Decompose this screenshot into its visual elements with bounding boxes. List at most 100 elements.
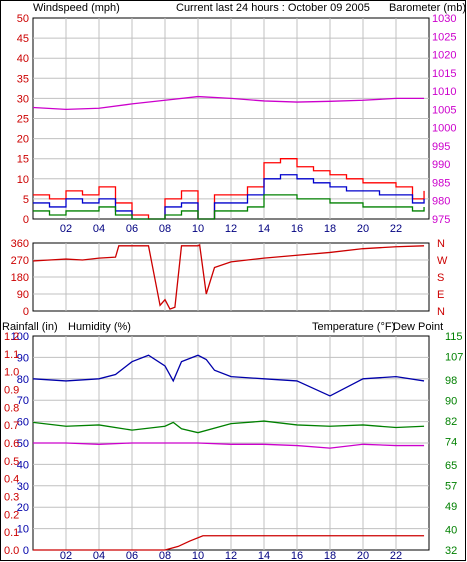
wind-y-tick-label: 40 — [17, 53, 29, 65]
rainfall-y-tick-label: 1.1 — [4, 349, 19, 361]
humidity-line — [32, 354, 425, 397]
direction-compass-label: W — [437, 255, 448, 267]
barometer-y-tick-label: 975 — [432, 214, 450, 226]
wind-y-tick-label: 35 — [17, 73, 29, 85]
barometer-y-tick-label: 980 — [432, 196, 450, 208]
rainfall-y-tick-label: 0.6 — [4, 438, 19, 450]
rainfall-y-tick-label: 0.3 — [4, 492, 19, 504]
temperature-axis-title: Temperature (°F) — [312, 321, 395, 333]
direction-y-tick-label: 180 — [11, 272, 29, 284]
wind-x-tick-label: 02 — [60, 223, 72, 235]
humidity-x-tick-label: 04 — [93, 550, 105, 562]
humidity-x-tick-label: 18 — [324, 550, 336, 562]
wind-y-tick-label: 25 — [17, 114, 29, 126]
rainfall-y-tick-label: 0.8 — [4, 402, 19, 414]
temperature-y-tick-label: 32 — [445, 545, 457, 557]
humidity-y-tick-label: 70 — [17, 395, 29, 407]
wind-y-tick-label: 30 — [17, 93, 29, 105]
rainfall-y-tick-label: 1.0 — [4, 367, 19, 379]
humidity-axis-title: Humidity (%) — [68, 321, 131, 333]
rainfall-y-tick-label: 0.0 — [4, 545, 19, 557]
wind-y-tick-label: 15 — [17, 154, 29, 166]
rainfall-y-tick-label: 0.5 — [4, 456, 19, 468]
direction-y-tick-label: 0 — [23, 306, 29, 318]
humidity-y-tick-label: 30 — [17, 481, 29, 493]
barometer-y-tick-label: 1000 — [432, 123, 456, 135]
barometer-line — [32, 95, 425, 111]
temperature-y-tick-label: 40 — [445, 524, 457, 536]
wind-x-tick-label: 06 — [126, 223, 138, 235]
temperature-y-tick-label: 82 — [445, 416, 457, 428]
wind-average-line — [33, 174, 425, 220]
direction-compass-label: N — [437, 306, 445, 318]
rainfall-y-tick-label: 0.2 — [4, 509, 19, 521]
wind-direction-line — [32, 243, 425, 310]
humidity-y-tick-label: 80 — [17, 374, 29, 386]
temperature-y-tick-label: 98 — [445, 375, 457, 387]
dewpoint-axis-title: Dew Point — [393, 321, 443, 333]
wind-x-tick-label: 16 — [291, 223, 303, 235]
barometer-y-tick-label: 995 — [432, 141, 450, 153]
direction-compass-label: N — [437, 238, 445, 250]
humidity-y-tick-label: 40 — [17, 459, 29, 471]
wind-x-tick-label: 12 — [225, 223, 237, 235]
humidity-x-tick-label: 16 — [291, 550, 303, 562]
barometer-y-tick-label: 1020 — [432, 50, 456, 62]
humidity-y-tick-label: 100 — [11, 331, 29, 343]
humidity-y-tick-label: 90 — [17, 352, 29, 364]
barometer-y-tick-label: 1030 — [432, 13, 456, 25]
humidity-y-tick-label: 20 — [17, 502, 29, 514]
dewpoint-line — [33, 442, 425, 449]
barometer-y-tick-label: 1015 — [432, 68, 456, 80]
direction-y-tick-label: 270 — [11, 255, 29, 267]
temperature-y-tick-label: 90 — [445, 395, 457, 407]
direction-y-tick-label: 360 — [11, 238, 29, 250]
temperature-y-tick-label: 74 — [445, 437, 457, 449]
humidity-x-tick-label: 02 — [60, 550, 72, 562]
temperature-y-tick-label: 65 — [445, 460, 457, 472]
humidity-y-tick-label: 10 — [17, 524, 29, 536]
temperature-line — [32, 420, 425, 434]
wind-y-tick-label: 20 — [17, 134, 29, 146]
wind-y-tick-label: 10 — [17, 174, 29, 186]
temperature-y-tick-label: 115 — [445, 331, 463, 343]
wind-x-tick-label: 22 — [390, 223, 402, 235]
wind-y-tick-label: 0 — [23, 214, 29, 226]
humidity-x-tick-label: 12 — [225, 550, 237, 562]
direction-compass-label: E — [437, 289, 444, 301]
humidity-x-tick-label: 22 — [390, 550, 402, 562]
barometer-y-tick-label: 1025 — [432, 31, 456, 43]
temperature-y-tick-label: 57 — [445, 481, 457, 493]
wind-y-tick-label: 50 — [17, 13, 29, 25]
wind-x-tick-label: 20 — [357, 223, 369, 235]
direction-y-tick-label: 90 — [17, 289, 29, 301]
rainfall-axis-title: Rainfall (in) — [2, 321, 58, 333]
wind-gust-line — [33, 158, 425, 220]
rainfall-y-tick-label: 0.1 — [4, 527, 19, 539]
humidity-x-tick-label: 10 — [192, 550, 204, 562]
barometer-y-tick-label: 990 — [432, 159, 450, 171]
humidity-y-tick-label: 0 — [23, 545, 29, 557]
wind-x-tick-label: 10 — [192, 223, 204, 235]
barometer-y-tick-label: 985 — [432, 177, 450, 189]
barometer-y-tick-label: 1010 — [432, 86, 456, 98]
rainfall-y-tick-label: 0.9 — [4, 385, 19, 397]
wind-low-line — [33, 194, 425, 220]
rainfall-line — [33, 535, 425, 551]
barometer-axis-title: Barometer (mb) — [389, 2, 466, 14]
wind-y-tick-label: 45 — [17, 33, 29, 45]
rainfall-y-tick-label: 1.2 — [4, 331, 19, 343]
wind-y-tick-label: 5 — [23, 194, 29, 206]
humidity-x-tick-label: 20 — [357, 550, 369, 562]
chart-title: Current last 24 hours : October 09 2005 — [176, 2, 370, 14]
wind-axis-title: Windspeed (mph) — [33, 2, 120, 14]
humidity-x-tick-label: 08 — [159, 550, 171, 562]
humidity-y-tick-label: 50 — [17, 438, 29, 450]
rainfall-y-tick-label: 0.4 — [4, 474, 19, 486]
humidity-x-tick-label: 14 — [258, 550, 270, 562]
direction-compass-label: S — [437, 272, 444, 284]
wind-x-tick-label: 08 — [159, 223, 171, 235]
barometer-y-tick-label: 1005 — [432, 104, 456, 116]
